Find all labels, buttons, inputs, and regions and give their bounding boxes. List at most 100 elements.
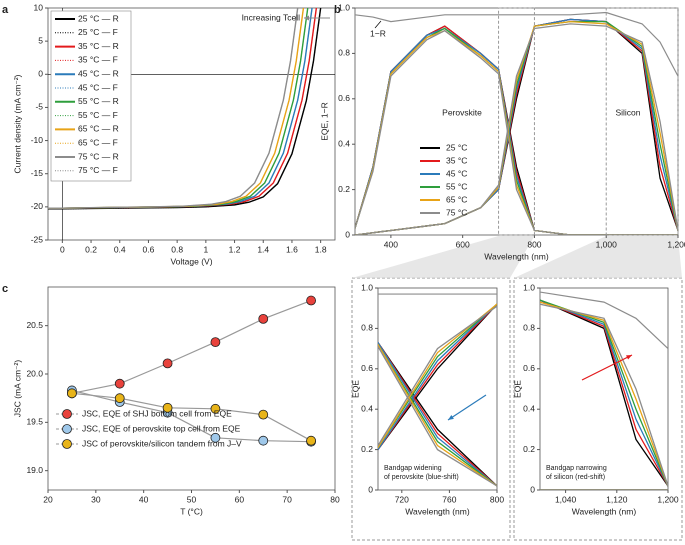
x-tick-label: 600 (456, 239, 470, 249)
x-tick-label: 800 (527, 239, 541, 249)
legend-label: 75 °C — F (78, 165, 118, 175)
y-tick-label: 0.4 (361, 403, 373, 413)
y-tick-label: 0.4 (338, 138, 350, 148)
connector (71, 389, 312, 443)
annotation: Perovskite (442, 107, 482, 117)
x-tick-label: 1,120 (606, 494, 628, 504)
annotation-arrow (374, 20, 382, 29)
marker (306, 435, 316, 446)
plot-area (378, 293, 497, 487)
x-axis-label: Wavelength (nm) (484, 251, 549, 261)
reflectance-curve (540, 291, 668, 350)
shift-arrow (581, 354, 633, 381)
y-tick-label: 0.2 (338, 184, 350, 194)
arrow-head (304, 15, 309, 21)
y-tick-label: -20 (31, 201, 44, 211)
legend-label: 55 °C — F (78, 110, 118, 120)
x-tick-label: 70 (282, 494, 292, 504)
y-axis-label: EQE (350, 380, 360, 398)
y-tick-label: 1.0 (523, 282, 535, 292)
x-tick-label: 60 (235, 494, 245, 504)
y-tick-label: -10 (31, 135, 44, 145)
marker (114, 378, 125, 389)
zoom-shade (514, 236, 682, 278)
legend-marker (62, 439, 72, 449)
y-tick-label: 0 (530, 484, 535, 494)
annotation: Bandgap widening (384, 465, 442, 472)
perovskite-eqe (378, 343, 497, 487)
x-tick-label: 800 (490, 494, 504, 504)
marker (67, 388, 77, 399)
jv-curve (48, 8, 322, 210)
plot-frame (354, 7, 679, 236)
x-tick-label: 0.6 (143, 244, 155, 254)
y-tick-label: 20.0 (26, 368, 43, 378)
marker (210, 432, 221, 443)
marker (258, 313, 269, 324)
x-axis-label: Wavelength (nm) (405, 506, 470, 516)
panel-letter: a (2, 4, 9, 16)
x-tick-label: 1 (203, 244, 208, 254)
y-tick-label: 0.8 (523, 323, 535, 333)
x-axis-label: Wavelength (nm) (572, 506, 637, 516)
annotation: Silicon (615, 107, 640, 117)
y-tick-label: 0.6 (361, 363, 373, 373)
y-tick-label: 0.8 (361, 323, 373, 333)
x-tick-label: 1.4 (257, 244, 269, 254)
x-tick-label: 1.6 (286, 244, 298, 254)
legend-label: JSC, EQE of SHJ bottom cell from EQE (82, 408, 232, 418)
x-tick-label: 20 (43, 494, 53, 504)
legend-label: 25 °C — R (78, 13, 119, 23)
silicon-eqe (378, 303, 497, 449)
annotation: 1−R (370, 28, 386, 38)
connector (71, 299, 312, 394)
silicon-eqe (540, 299, 668, 487)
x-tick-label: 0 (60, 244, 65, 254)
x-tick-label: 1,040 (555, 494, 577, 504)
silicon-eqe (540, 301, 668, 487)
y-tick-label: 0.8 (338, 48, 350, 58)
zoom-region (605, 7, 679, 236)
x-tick-label: 80 (330, 494, 340, 504)
x-tick-label: 760 (442, 494, 456, 504)
y-tick-label: 0.2 (523, 444, 535, 454)
x-tick-label: 1,200 (657, 494, 679, 504)
x-axis-label: Voltage (V) (170, 256, 212, 266)
panel-letter: c (2, 283, 8, 295)
y-axis-label: Current density (mA cm⁻²) (12, 74, 22, 173)
x-tick-label: 0.2 (85, 244, 97, 254)
perovskite-eqe (378, 341, 497, 487)
y-tick-label: -25 (31, 234, 44, 244)
legend-label: 75 °C (446, 207, 467, 217)
perovskite-eqe (378, 343, 497, 487)
perovskite-eqe (378, 341, 497, 487)
annotation: of perovskite (blue-shift) (384, 474, 459, 481)
x-tick-label: 40 (139, 494, 149, 504)
legend-label: 35 °C — R (78, 41, 119, 51)
legend-label: 25 °C — F (78, 27, 118, 37)
legend-label: 55 °C — R (78, 96, 119, 106)
x-tick-label: 1.8 (315, 244, 327, 254)
legend-label: 75 °C — R (78, 151, 119, 161)
jv-curve (48, 8, 299, 209)
x-tick-label: 1.2 (229, 244, 241, 254)
marker (258, 409, 269, 420)
silicon-eqe (540, 299, 668, 487)
legend-label: 35 °C — F (78, 55, 118, 65)
marker (210, 403, 221, 414)
legend-label: 35 °C (446, 155, 467, 165)
y-tick-label: -15 (31, 168, 44, 178)
silicon-eqe (378, 303, 497, 451)
y-axis-label: JSC (mA cm⁻²) (12, 360, 22, 418)
shift-arrow (447, 394, 487, 421)
x-axis-label: T (°C) (180, 506, 203, 516)
silicon-eqe (540, 303, 668, 487)
y-tick-label: 0 (368, 484, 373, 494)
legend-box (50, 10, 132, 182)
silicon-eqe (355, 23, 678, 235)
silicon-eqe (378, 303, 497, 451)
reflectance-curve (355, 11, 678, 77)
plot-area (67, 295, 316, 447)
